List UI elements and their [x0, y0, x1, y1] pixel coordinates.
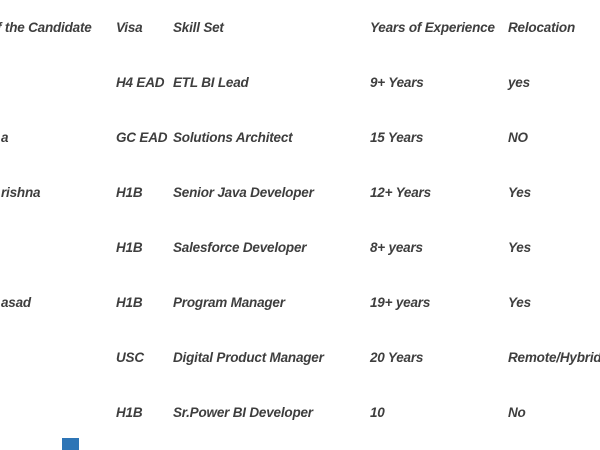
cell-skill-set: Sr.Power BI Developer [173, 405, 313, 420]
table-row: H1B Sr.Power BI Developer 10 No [0, 385, 600, 440]
cell-skill-set: ETL BI Lead [173, 75, 249, 90]
cell-relocation: Yes [508, 185, 531, 200]
table-row: asad H1B Program Manager 19+ years Yes [0, 275, 600, 330]
cell-visa: H1B [116, 405, 143, 420]
header-visa: Visa [116, 20, 143, 35]
cell-skill-set: Salesforce Developer [173, 240, 307, 255]
cell-visa: H1B [116, 240, 143, 255]
header-skill-set: Skill Set [173, 20, 224, 35]
header-relocation: Relocation [508, 20, 576, 35]
cell-relocation: Remote/Hybrid [508, 350, 600, 365]
cell-years-of-experience: 12+ Years [370, 185, 431, 200]
cell-visa: H1B [116, 295, 143, 310]
header-candidate-name: of the Candidate [0, 20, 92, 35]
cell-relocation: Yes [508, 240, 531, 255]
table-row: H4 EAD ETL BI Lead 9+ Years yes [0, 55, 600, 110]
cell-skill-set: Program Manager [173, 295, 285, 310]
table-row: rishna H1B Senior Java Developer 12+ Yea… [0, 165, 600, 220]
table-row: USC Digital Product Manager 20 Years Rem… [0, 330, 600, 385]
cell-visa: H1B [116, 185, 143, 200]
cell-years-of-experience: 19+ years [370, 295, 431, 310]
cell-skill-set: Senior Java Developer [173, 185, 314, 200]
cell-years-of-experience: 9+ Years [370, 75, 424, 90]
cell-years-of-experience: 8+ years [370, 240, 423, 255]
table-row: H1B Salesforce Developer 8+ years Yes [0, 220, 600, 275]
blue-window-fragment [62, 438, 79, 450]
cell-relocation: yes [508, 75, 530, 90]
cell-candidate-name: rishna [1, 185, 41, 200]
table-row: a GC EAD Solutions Architect 15 Years NO [0, 110, 600, 165]
cell-visa: GC EAD [116, 130, 168, 145]
cell-skill-set: Digital Product Manager [173, 350, 324, 365]
cell-relocation: No [508, 405, 526, 420]
cell-candidate-name: asad [1, 295, 31, 310]
table-header-row: of the Candidate Visa Skill Set Years of… [0, 0, 600, 55]
cell-years-of-experience: 20 Years [370, 350, 424, 365]
cell-relocation: NO [508, 130, 528, 145]
cell-visa: USC [116, 350, 144, 365]
cell-candidate-name: a [1, 130, 9, 145]
cell-visa: H4 EAD [116, 75, 165, 90]
header-years-of-experience: Years of Experience [370, 20, 495, 35]
cell-relocation: Yes [508, 295, 531, 310]
cell-years-of-experience: 15 Years [370, 130, 424, 145]
cell-years-of-experience: 10 [370, 405, 385, 420]
cell-skill-set: Solutions Architect [173, 130, 293, 145]
